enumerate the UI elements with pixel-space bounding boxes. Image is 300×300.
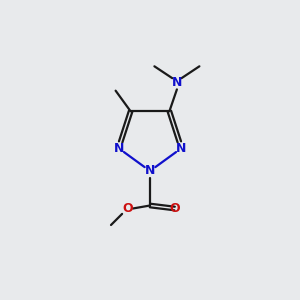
Text: N: N <box>145 164 155 178</box>
Text: N: N <box>113 142 124 155</box>
Text: O: O <box>169 202 180 215</box>
Text: N: N <box>172 76 182 89</box>
Text: O: O <box>122 202 133 215</box>
Text: N: N <box>176 142 187 155</box>
